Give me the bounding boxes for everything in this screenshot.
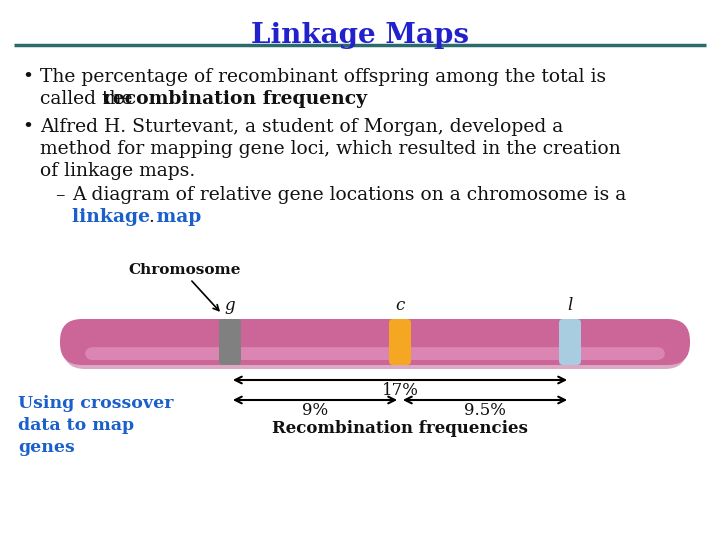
- Text: 17%: 17%: [382, 382, 418, 399]
- Text: Chromosome: Chromosome: [129, 263, 241, 277]
- Text: 9%: 9%: [302, 402, 328, 419]
- Text: Linkage Maps: Linkage Maps: [251, 22, 469, 49]
- Text: A diagram of relative gene locations on a chromosome is a: A diagram of relative gene locations on …: [72, 186, 626, 204]
- FancyBboxPatch shape: [60, 319, 690, 365]
- FancyBboxPatch shape: [559, 319, 581, 365]
- Text: linkage map: linkage map: [72, 208, 202, 226]
- Text: Using crossover: Using crossover: [18, 395, 174, 412]
- FancyBboxPatch shape: [389, 319, 411, 365]
- Text: data to map: data to map: [18, 417, 134, 434]
- Text: The percentage of recombinant offspring among the total is: The percentage of recombinant offspring …: [40, 68, 606, 86]
- FancyBboxPatch shape: [219, 319, 241, 365]
- Text: •: •: [22, 68, 33, 86]
- FancyBboxPatch shape: [85, 347, 665, 360]
- Text: 9.5%: 9.5%: [464, 402, 506, 419]
- FancyBboxPatch shape: [63, 323, 687, 369]
- Text: .: .: [148, 208, 154, 226]
- Text: Alfred H. Sturtevant, a student of Morgan, developed a: Alfred H. Sturtevant, a student of Morga…: [40, 118, 563, 136]
- Text: recombination frequency: recombination frequency: [103, 90, 367, 108]
- Text: genes: genes: [18, 439, 75, 456]
- Text: •: •: [22, 118, 33, 136]
- Text: l: l: [567, 297, 572, 314]
- Text: of linkage maps.: of linkage maps.: [40, 162, 195, 180]
- Text: Recombination frequencies: Recombination frequencies: [272, 420, 528, 437]
- Text: c: c: [395, 297, 405, 314]
- Text: called the: called the: [40, 90, 138, 108]
- Text: .: .: [275, 90, 281, 108]
- Text: –: –: [55, 186, 65, 204]
- Text: g: g: [225, 297, 235, 314]
- Text: method for mapping gene loci, which resulted in the creation: method for mapping gene loci, which resu…: [40, 140, 621, 158]
